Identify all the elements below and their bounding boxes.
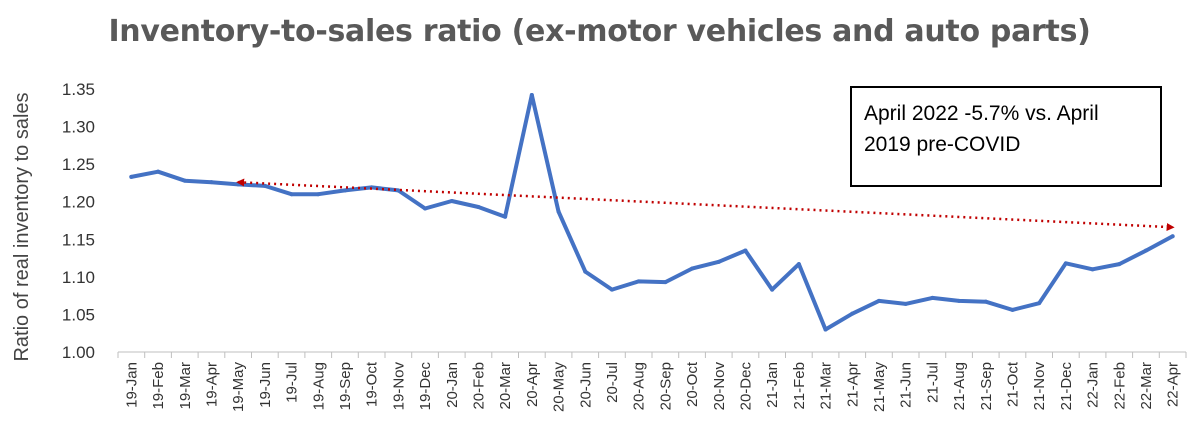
data-point (609, 287, 614, 292)
x-tick-label: 19-Nov (390, 362, 407, 411)
data-point (903, 301, 908, 306)
data-point (743, 248, 748, 253)
x-tick-label: 22-Feb (1111, 362, 1128, 410)
x-tick-label: 20-Mar (497, 362, 514, 410)
y-tick-label: 1.35 (62, 80, 95, 99)
data-point (583, 269, 588, 274)
y-tick-label: 1.30 (62, 118, 95, 137)
x-tick-label: 19-Jan (123, 362, 140, 408)
data-point (1037, 301, 1042, 306)
x-tick-label: 19-Dec (417, 362, 434, 411)
data-point (1143, 248, 1148, 253)
data-point (823, 327, 828, 332)
data-point (716, 259, 721, 264)
x-tick-label: 20-Sep (657, 362, 674, 410)
data-point (449, 198, 454, 203)
data-point (1117, 262, 1122, 267)
data-point (850, 311, 855, 316)
x-tick-label: 21-Apr (844, 362, 861, 407)
data-point (476, 204, 481, 209)
x-tick-label: 20-Apr (524, 362, 541, 407)
x-tick-label: 21-Aug (951, 362, 968, 410)
x-tick-label: 21-Jul (924, 362, 941, 403)
annotation-text: April 2022 -5.7% vs. April 2019 pre-COVI… (864, 102, 1099, 156)
data-point (796, 262, 801, 267)
y-tick-label: 1.15 (62, 230, 95, 249)
x-tick-label: 20-Nov (711, 362, 728, 411)
data-point (423, 206, 428, 211)
x-tick-label: 21-Oct (1004, 361, 1021, 407)
x-tick-label: 20-Oct (684, 361, 701, 407)
y-tick-label: 1.05 (62, 305, 95, 324)
data-point (636, 279, 641, 284)
data-point (770, 287, 775, 292)
x-tick-label: 21-Feb (791, 362, 808, 410)
x-tick-label: 20-Jun (577, 362, 594, 408)
data-point (503, 214, 508, 219)
x-tick-label: 22-Jan (1085, 362, 1102, 408)
x-tick-label: 21-Jun (898, 362, 915, 408)
x-tick-label: 20-Feb (470, 362, 487, 410)
data-point (1170, 234, 1175, 239)
x-tick-label: 19-Aug (310, 362, 327, 410)
x-tick-label: 21-Jan (764, 362, 781, 408)
x-tick-label: 19-Mar (177, 362, 194, 410)
x-tick-label: 21-Nov (1031, 362, 1048, 411)
x-tick-label: 21-Mar (818, 362, 835, 410)
x-tick-label: 19-Jul (284, 362, 301, 403)
y-tick-label: 1.00 (62, 343, 95, 362)
data-point (289, 192, 294, 197)
x-tick-label: 21-Sep (978, 362, 995, 410)
data-point (876, 298, 881, 303)
data-point (156, 169, 161, 174)
chart-title: Inventory-to-sales ratio (ex-motor vehic… (108, 14, 1091, 49)
data-point (556, 209, 561, 214)
y-tick-label: 1.10 (62, 268, 95, 287)
data-point (396, 188, 401, 193)
x-tick-label: 20-Aug (631, 362, 648, 410)
x-tick-label: 20-May (551, 362, 568, 413)
x-tick-label: 21-Dec (1058, 362, 1075, 411)
data-point (1090, 267, 1095, 272)
x-tick-label: 19-May (230, 362, 247, 413)
data-point (983, 299, 988, 304)
data-point (930, 295, 935, 300)
x-tick-label: 20-Jan (444, 362, 461, 408)
data-point (663, 280, 668, 285)
x-tick-label: 22-Mar (1138, 362, 1155, 410)
data-point (209, 180, 214, 185)
y-axis-label: Ratio of real inventory to sales (11, 92, 33, 361)
data-point (316, 192, 321, 197)
x-tick-label: 22-Apr (1165, 362, 1182, 407)
y-tick-label: 1.20 (62, 193, 95, 212)
data-point (182, 178, 187, 183)
data-point (529, 93, 534, 98)
data-point (1010, 307, 1015, 312)
x-tick-label: 19-Feb (150, 362, 167, 410)
x-tick-label: 19-Apr (203, 362, 220, 407)
x-tick-label: 20-Jul (604, 362, 621, 403)
x-tick-label: 19-Jun (257, 362, 274, 408)
x-tick-label: 21-May (871, 362, 888, 413)
x-tick-label: 19-Sep (337, 362, 354, 410)
x-tick-label: 19-Oct (364, 361, 381, 407)
y-tick-label: 1.25 (62, 155, 95, 174)
data-point (1063, 261, 1068, 266)
annotation-box: April 2022 -5.7% vs. April 2019 pre-COVI… (850, 86, 1162, 187)
x-tick-label: 20-Dec (737, 362, 754, 411)
data-point (957, 298, 962, 303)
data-point (342, 188, 347, 193)
data-point (129, 174, 134, 179)
data-point (690, 266, 695, 271)
